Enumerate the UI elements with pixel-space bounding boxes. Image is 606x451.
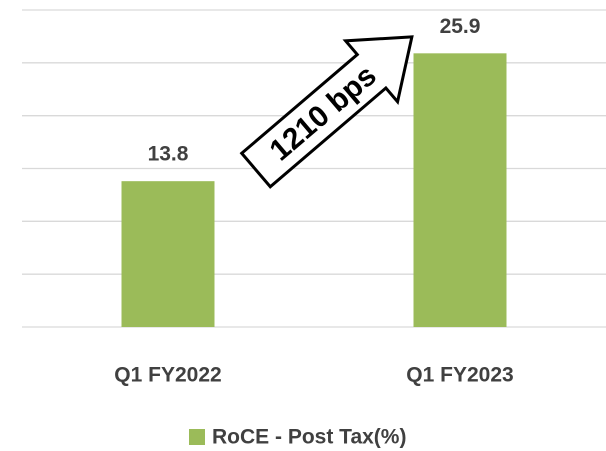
- x-tick-label: Q1 FY2023: [406, 364, 513, 387]
- growth-arrow: 1210 bps: [239, 35, 414, 189]
- bar: [413, 53, 507, 327]
- legend-swatch: [189, 429, 205, 445]
- annotation: 1210 bps: [264, 59, 383, 167]
- data-label: 25.9: [440, 15, 481, 38]
- arrow-shape: [239, 35, 414, 189]
- data-label: 13.8: [148, 143, 189, 166]
- legend-label: RoCE - Post Tax(%): [212, 426, 406, 449]
- x-tick-label: Q1 FY2022: [114, 364, 221, 387]
- bar: [121, 181, 215, 327]
